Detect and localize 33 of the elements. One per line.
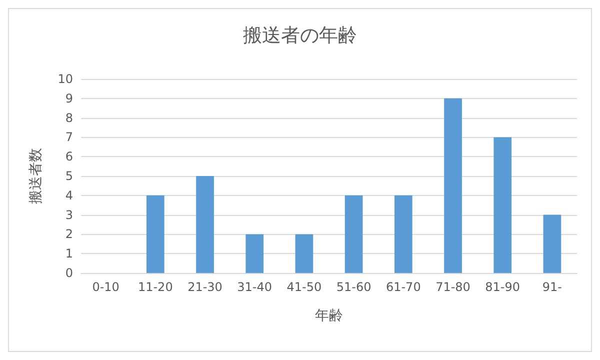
x-tick-label: 61-70 <box>386 280 421 294</box>
x-tick-label: 91- <box>542 280 562 294</box>
y-tick-label: 8 <box>65 110 73 125</box>
x-axis-title: 年齢 <box>315 308 343 324</box>
bar <box>344 195 363 273</box>
y-tick-label: 5 <box>65 169 73 183</box>
bar <box>246 234 264 273</box>
y-tick-label: 2 <box>65 227 73 242</box>
y-axis-title: 搬送者数 <box>28 148 44 204</box>
bar <box>295 234 314 273</box>
chart-title: 搬送者の年齢 <box>243 24 357 46</box>
x-tick-label: 21-30 <box>188 280 222 294</box>
x-tick-label: 41-50 <box>286 280 322 294</box>
bar <box>146 195 164 273</box>
y-tick-label: 9 <box>65 91 73 106</box>
y-tick-label: 10 <box>58 72 73 86</box>
bar <box>543 214 562 273</box>
y-tick-label: 7 <box>65 130 73 144</box>
y-tick-label: 0 <box>65 266 73 280</box>
x-tick-label: 81-90 <box>485 280 520 294</box>
y-tick-label: 6 <box>65 150 73 164</box>
y-tick-label: 1 <box>65 246 73 261</box>
bar <box>196 176 214 273</box>
bar <box>394 195 412 273</box>
bar <box>494 137 512 273</box>
x-tick-label: 51-60 <box>336 280 372 294</box>
x-tick-label: 71-80 <box>436 280 470 294</box>
y-tick-label: 4 <box>65 188 73 202</box>
x-tick-label: 31-40 <box>237 280 272 294</box>
x-tick-label: 11-20 <box>138 280 173 294</box>
x-tick-label: 0-10 <box>92 280 120 294</box>
y-tick-label: 3 <box>65 208 73 222</box>
bar <box>444 98 462 273</box>
